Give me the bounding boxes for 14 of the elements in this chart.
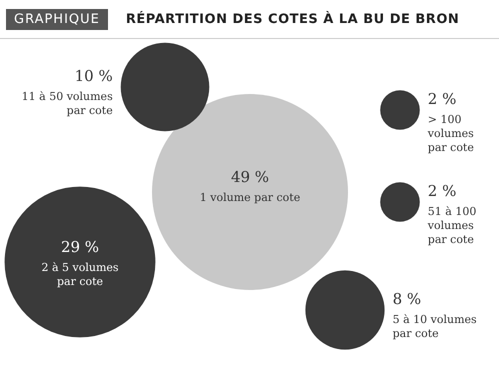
data-label: 2 % bbox=[428, 182, 456, 200]
data-label: 29 % bbox=[60, 238, 100, 256]
text: RÉPARTITION DES COTES À LA BU DE BRON bbox=[126, 12, 460, 26]
data-label: 2 % bbox=[428, 90, 456, 108]
text: GRAPHIQUE bbox=[6, 8, 108, 30]
category-label: 51 à 100 volumes par cote bbox=[426, 204, 476, 246]
category-label: 11 à 50 volumes par cote bbox=[22, 90, 114, 117]
data-label: 49 % bbox=[230, 168, 270, 186]
category-label: 1 volume par cote bbox=[200, 190, 300, 204]
category-label: 5 à 10 volumes par cote bbox=[392, 312, 478, 340]
category-label: 2 à 5 volumes par cote bbox=[41, 260, 119, 288]
data-label: 10 % bbox=[74, 66, 113, 85]
data-label: 8 % bbox=[392, 290, 422, 308]
category-label: > 100 volumes par cote bbox=[426, 112, 474, 154]
